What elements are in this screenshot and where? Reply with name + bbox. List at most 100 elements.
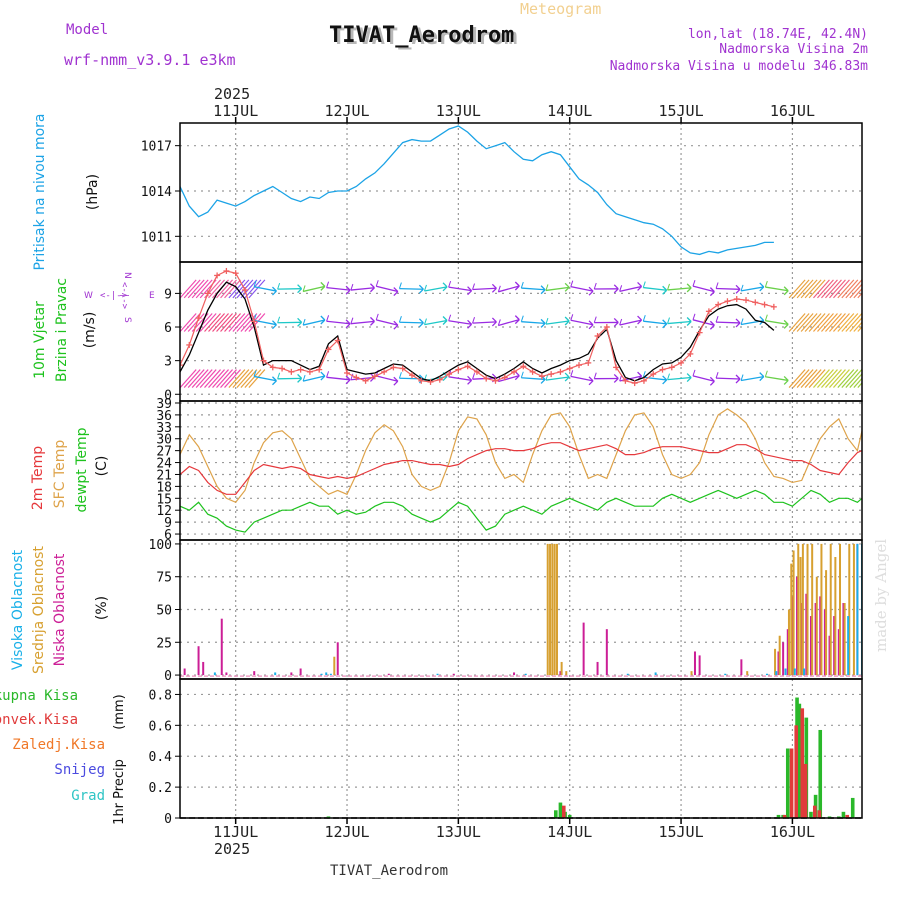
panel-frame-2: [179, 400, 863, 541]
wind-hatch: [195, 369, 213, 388]
wind-arrow-head: [491, 283, 497, 289]
wind-barb: [375, 313, 379, 321]
wind-arrow-head: [613, 288, 619, 294]
wind-arrow-head: [709, 287, 715, 293]
wind-hatch: [825, 369, 842, 388]
wind-hatch: [849, 372, 862, 388]
wind-arrow-head: [613, 321, 619, 327]
wind-hatch: [199, 369, 217, 388]
wind-arrow-head: [662, 319, 668, 325]
compass-south: S: [122, 317, 132, 323]
temp-ylabel-2m: 2m Temp: [30, 446, 46, 510]
pressure-unit: (hPa): [85, 174, 101, 210]
wind-hatch: [849, 283, 862, 299]
wind-barb: [593, 372, 597, 379]
precip-bar-conv_precip: [803, 763, 808, 818]
wind-hatch: [236, 369, 254, 388]
wind-hatch: [220, 279, 237, 299]
precip-bar-total_precip: [797, 703, 802, 818]
wind-hatch: [829, 279, 846, 299]
wind-barb: [619, 318, 623, 326]
precip-bar-total_precip: [558, 802, 563, 818]
precip-ylabel: 1hr Precip: [112, 759, 127, 825]
wind-barb: [619, 374, 623, 382]
wind-hatch: [837, 313, 855, 332]
bottom-day-label-0: 11JUL: [213, 823, 258, 841]
wind-arrow-head: [662, 323, 668, 329]
wind-arrow-head: [735, 322, 741, 328]
wind-hatch: [244, 279, 262, 299]
legend-frozen-rain: Zaledj.Kisa: [12, 737, 105, 753]
wind-hatch: [191, 369, 209, 388]
wind-arrow: [498, 375, 520, 383]
wind-arrow: [326, 287, 351, 291]
ytick-label-0-2: 1017: [141, 140, 172, 155]
wind-barb: [472, 373, 476, 380]
panel-frame-3: [179, 539, 863, 680]
wind-arrow-head: [467, 323, 473, 329]
precip-bar-total_precip: [809, 811, 813, 818]
wind-arrow-head: [783, 323, 789, 329]
wind-arrow-head: [514, 375, 520, 381]
grid-panel-4: [180, 679, 862, 819]
wind-ylabel-2: Brzina i Pravac: [54, 278, 70, 382]
wind-arrow-head: [564, 372, 570, 378]
wind-hatch: [821, 313, 838, 332]
model-label: Model: [66, 22, 108, 38]
wind-hatch: [857, 381, 862, 388]
precip-bar-total_precip: [837, 816, 841, 818]
wind-arrow-head: [271, 290, 277, 296]
wind-arrow-head: [393, 287, 399, 292]
t2m-line: [180, 442, 862, 495]
wind-arrow: [448, 376, 472, 381]
wind-barb: [740, 318, 744, 325]
wind-hatch: [180, 279, 197, 299]
wind-arrow-head: [613, 317, 619, 323]
wind-hatch: [857, 325, 862, 332]
wind-arrow-head: [320, 285, 326, 291]
wind-arrow: [570, 375, 594, 382]
wind-arrow: [376, 375, 398, 382]
wind-barb: [302, 285, 306, 292]
wind-speed-line: [180, 281, 775, 382]
wind-hatch: [800, 313, 818, 332]
wind-barb: [398, 372, 402, 379]
panels: 1011101410170369691215182124273033363902…: [141, 122, 863, 827]
wind-hatch: [800, 369, 818, 388]
wind-arrow-head: [759, 316, 765, 322]
ytick-label-1-3: 9: [164, 287, 172, 302]
wind-arrow-head: [320, 319, 326, 325]
wind-hatch: [833, 279, 850, 299]
station-title-shadow: TIVAT_Aerodrom: [332, 25, 517, 50]
wind-arrow-head: [662, 379, 668, 385]
temp-unit: (C): [94, 456, 110, 477]
wind-barb: [448, 280, 452, 288]
wind-barb: [715, 315, 719, 323]
wind-arrow: [448, 320, 472, 325]
wind-hatch: [808, 369, 826, 388]
top-day-labels: 11JUL 12JUL 13JUL 14JUL 15JUL 16JUL: [213, 102, 815, 123]
wind-hatch: [845, 369, 862, 388]
wind-hatch: [857, 292, 862, 299]
ytick-label-0-1: 1014: [141, 185, 172, 200]
wind-barb: [326, 315, 330, 322]
wind-arrow-head: [540, 289, 546, 295]
wind-ylabel-1: 10m Vjetar: [32, 301, 48, 379]
wind-hatch: [833, 313, 850, 332]
wind-arrow-head: [442, 316, 448, 321]
wind-arrow-head: [564, 320, 570, 326]
wind-barb: [497, 319, 501, 326]
wind-arrow-head: [345, 319, 351, 325]
wind-arrow-head: [709, 324, 715, 330]
wind-arrow: [692, 285, 715, 293]
wind-barb: [667, 283, 670, 291]
wind-hatch: [180, 313, 197, 332]
wind-hatch: [813, 279, 830, 299]
wind-hatch: [183, 369, 201, 388]
wind-hatch: [232, 279, 250, 299]
wind-arrow-head: [418, 288, 424, 294]
wind-barb: [764, 314, 768, 321]
wind-barb: [326, 371, 330, 378]
wind-barb: [350, 283, 354, 291]
wind-hatch: [837, 279, 855, 299]
